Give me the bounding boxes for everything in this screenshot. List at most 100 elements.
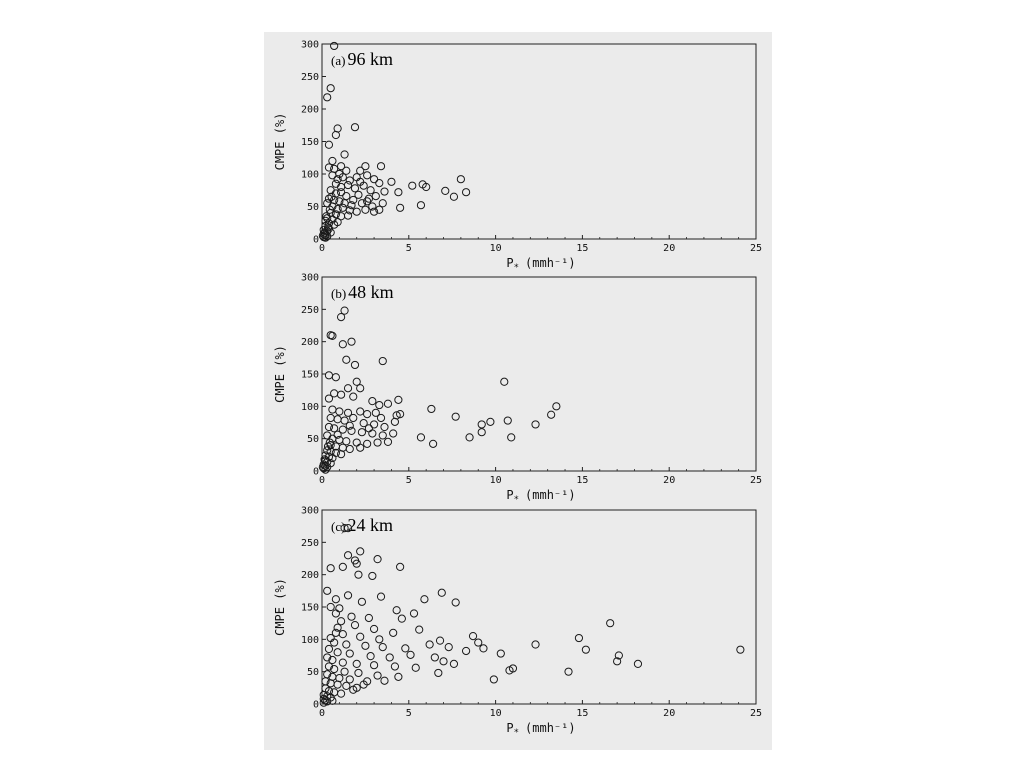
x-tick-label: 0 bbox=[319, 475, 325, 486]
x-axis-label-main: P bbox=[506, 256, 513, 270]
data-point bbox=[477, 420, 486, 429]
data-point bbox=[318, 463, 327, 472]
data-point bbox=[397, 614, 406, 623]
data-point bbox=[356, 407, 365, 416]
data-point bbox=[326, 602, 335, 612]
data-point bbox=[324, 662, 334, 671]
data-point bbox=[350, 360, 360, 370]
data-point bbox=[343, 591, 353, 600]
data-point bbox=[420, 595, 429, 604]
x-tick-label: 10 bbox=[490, 708, 502, 719]
x-tick-label: 15 bbox=[576, 475, 588, 486]
data-point bbox=[451, 412, 460, 421]
data-point bbox=[406, 650, 415, 659]
data-point bbox=[366, 186, 375, 195]
x-tick-label: 10 bbox=[490, 475, 502, 486]
plot-frame bbox=[321, 276, 757, 472]
data-point bbox=[439, 657, 448, 666]
data-point bbox=[335, 407, 344, 416]
data-point bbox=[338, 203, 347, 212]
x-axis-label-main: P bbox=[506, 721, 513, 735]
data-point bbox=[336, 162, 346, 171]
data-point bbox=[324, 163, 334, 172]
data-point bbox=[336, 450, 346, 459]
data-point bbox=[449, 659, 459, 669]
x-tick-label: 0 bbox=[319, 243, 325, 254]
data-point bbox=[324, 194, 334, 203]
data-point bbox=[352, 438, 361, 447]
data-point bbox=[338, 425, 347, 434]
x-tick-label: 10 bbox=[490, 243, 502, 254]
data-point bbox=[437, 588, 446, 597]
y-axis-label: CMPE (%) bbox=[273, 113, 287, 171]
y-tick-label: 300 bbox=[301, 273, 319, 284]
data-point bbox=[330, 688, 339, 697]
data-point bbox=[342, 681, 351, 690]
data-point bbox=[330, 424, 339, 433]
data-point bbox=[429, 439, 438, 448]
data-point bbox=[392, 411, 401, 420]
data-point bbox=[343, 180, 353, 190]
data-point bbox=[394, 395, 403, 404]
y-tick-label: 250 bbox=[301, 538, 319, 549]
data-point bbox=[319, 464, 328, 473]
data-point bbox=[376, 162, 386, 171]
data-point bbox=[375, 179, 384, 188]
x-tick-label: 15 bbox=[576, 708, 588, 719]
panel-title: 96 km bbox=[347, 49, 393, 69]
data-point bbox=[373, 555, 382, 564]
data-point bbox=[500, 377, 509, 386]
data-point bbox=[378, 199, 387, 208]
x-axis-label-subscript: * bbox=[514, 728, 519, 738]
x-axis-label-main: P bbox=[506, 488, 513, 502]
data-point bbox=[736, 645, 745, 654]
data-point bbox=[356, 384, 365, 393]
data-point bbox=[345, 675, 354, 684]
data-point bbox=[333, 415, 342, 424]
data-point bbox=[430, 653, 439, 662]
data-point bbox=[408, 181, 417, 190]
data-point bbox=[444, 642, 453, 652]
data-point bbox=[547, 410, 556, 419]
data-point bbox=[401, 644, 410, 653]
data-point bbox=[350, 621, 360, 630]
data-point bbox=[368, 571, 377, 581]
data-point bbox=[411, 663, 420, 672]
data-point bbox=[363, 197, 372, 206]
data-point bbox=[356, 166, 365, 175]
data-point bbox=[369, 420, 379, 429]
data-point bbox=[347, 426, 356, 436]
data-point bbox=[323, 586, 332, 595]
data-point bbox=[392, 606, 401, 615]
x-tick-label: 20 bbox=[663, 243, 675, 254]
data-point bbox=[390, 662, 400, 671]
data-point bbox=[349, 413, 358, 423]
x-axis-label-unit: (mmh⁻¹) bbox=[525, 256, 576, 270]
data-point bbox=[375, 400, 384, 410]
data-point bbox=[373, 671, 382, 680]
data-point bbox=[564, 667, 573, 676]
data-point bbox=[326, 84, 335, 93]
data-point bbox=[489, 675, 498, 684]
data-point bbox=[449, 192, 459, 201]
data-point bbox=[378, 431, 387, 440]
data-point bbox=[357, 428, 367, 437]
data-point bbox=[323, 653, 332, 662]
data-point bbox=[343, 524, 353, 533]
panel-title: 24 km bbox=[347, 515, 393, 535]
data-point bbox=[327, 192, 336, 201]
data-point bbox=[345, 421, 354, 430]
data-point bbox=[380, 676, 389, 685]
data-point bbox=[345, 444, 354, 454]
data-point bbox=[345, 649, 354, 658]
data-point bbox=[380, 187, 389, 196]
data-point bbox=[375, 635, 384, 644]
data-point bbox=[451, 598, 460, 607]
data-point bbox=[531, 640, 540, 649]
data-point bbox=[415, 625, 424, 634]
x-tick-label: 25 bbox=[750, 243, 762, 254]
data-point bbox=[323, 697, 332, 706]
y-tick-label: 250 bbox=[301, 305, 319, 316]
